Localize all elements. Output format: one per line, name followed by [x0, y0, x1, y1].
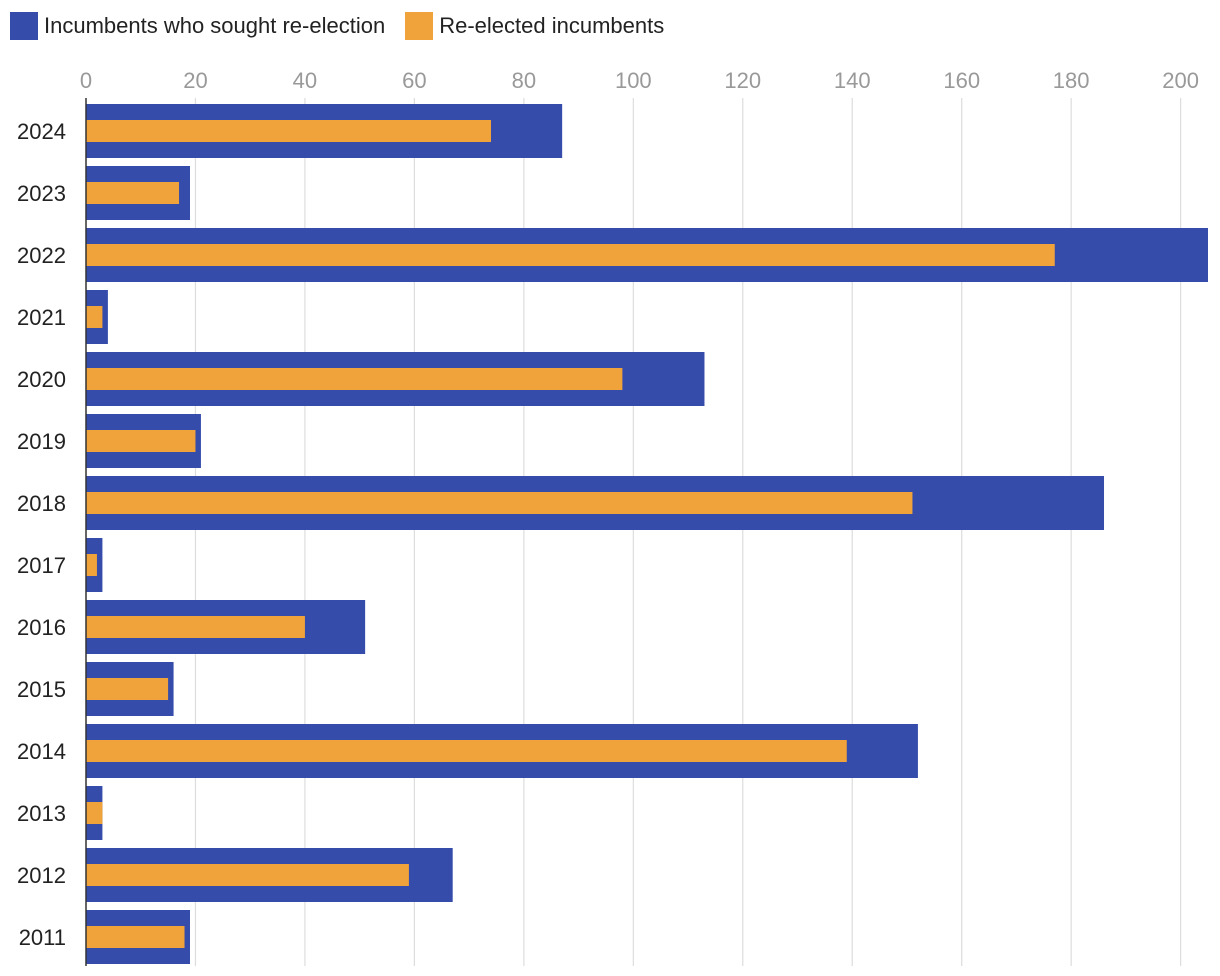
y-category-label: 2021	[17, 305, 66, 330]
y-category-label: 2015	[17, 677, 66, 702]
y-category-label: 2022	[17, 243, 66, 268]
legend-label-sought: Incumbents who sought re-election	[44, 13, 386, 38]
bar-reelected-2011	[86, 926, 185, 948]
x-tick-label: 120	[724, 68, 761, 93]
x-tick-label: 140	[834, 68, 871, 93]
x-tick-label: 180	[1053, 68, 1090, 93]
y-category-label: 2012	[17, 863, 66, 888]
y-category-label: 2024	[17, 119, 66, 144]
x-tick-label: 20	[183, 68, 207, 93]
y-category-label: 2023	[17, 181, 66, 206]
y-category-label: 2016	[17, 615, 66, 640]
legend-swatch-reelected	[405, 12, 434, 40]
bar-reelected-2017	[86, 554, 97, 576]
legend-swatch-sought	[10, 12, 38, 40]
x-tick-label: 0	[80, 68, 92, 93]
y-category-label: 2020	[17, 367, 66, 392]
bar-reelected-2022	[86, 244, 1055, 266]
bar-reelected-2024	[86, 120, 492, 142]
legend-label-reelected: Re-elected incumbents	[439, 13, 665, 38]
bar-reelected-2020	[86, 368, 623, 390]
y-category-label: 2014	[17, 739, 66, 764]
bar-reelected-2012	[86, 864, 409, 886]
x-tick-label: 100	[615, 68, 652, 93]
y-category-label: 2019	[17, 429, 66, 454]
x-tick-label: 40	[293, 68, 317, 93]
legend: Incumbents who sought re-election Re-ele…	[10, 10, 684, 42]
x-tick-label: 80	[512, 68, 536, 93]
bar-reelected-2014	[86, 740, 847, 762]
x-tick-label: 200	[1162, 68, 1199, 93]
bar-reelected-2013	[86, 802, 103, 824]
bar-reelected-2019	[86, 430, 196, 452]
y-category-label: 2011	[19, 925, 66, 950]
bar-reelected-2023	[86, 182, 180, 204]
y-category-label: 2017	[17, 553, 66, 578]
bar-reelected-2016	[86, 616, 305, 638]
bar-reelected-2015	[86, 678, 169, 700]
legend-item-reelected: Re-elected incumbents	[405, 12, 664, 40]
bar-reelected-2021	[86, 306, 103, 328]
x-tick-label: 60	[402, 68, 426, 93]
bar-reelected-2018	[86, 492, 913, 514]
x-tick-label: 160	[943, 68, 980, 93]
legend-item-sought: Incumbents who sought re-election	[10, 12, 385, 40]
y-category-label: 2013	[17, 801, 66, 826]
y-category-label: 2018	[17, 491, 66, 516]
